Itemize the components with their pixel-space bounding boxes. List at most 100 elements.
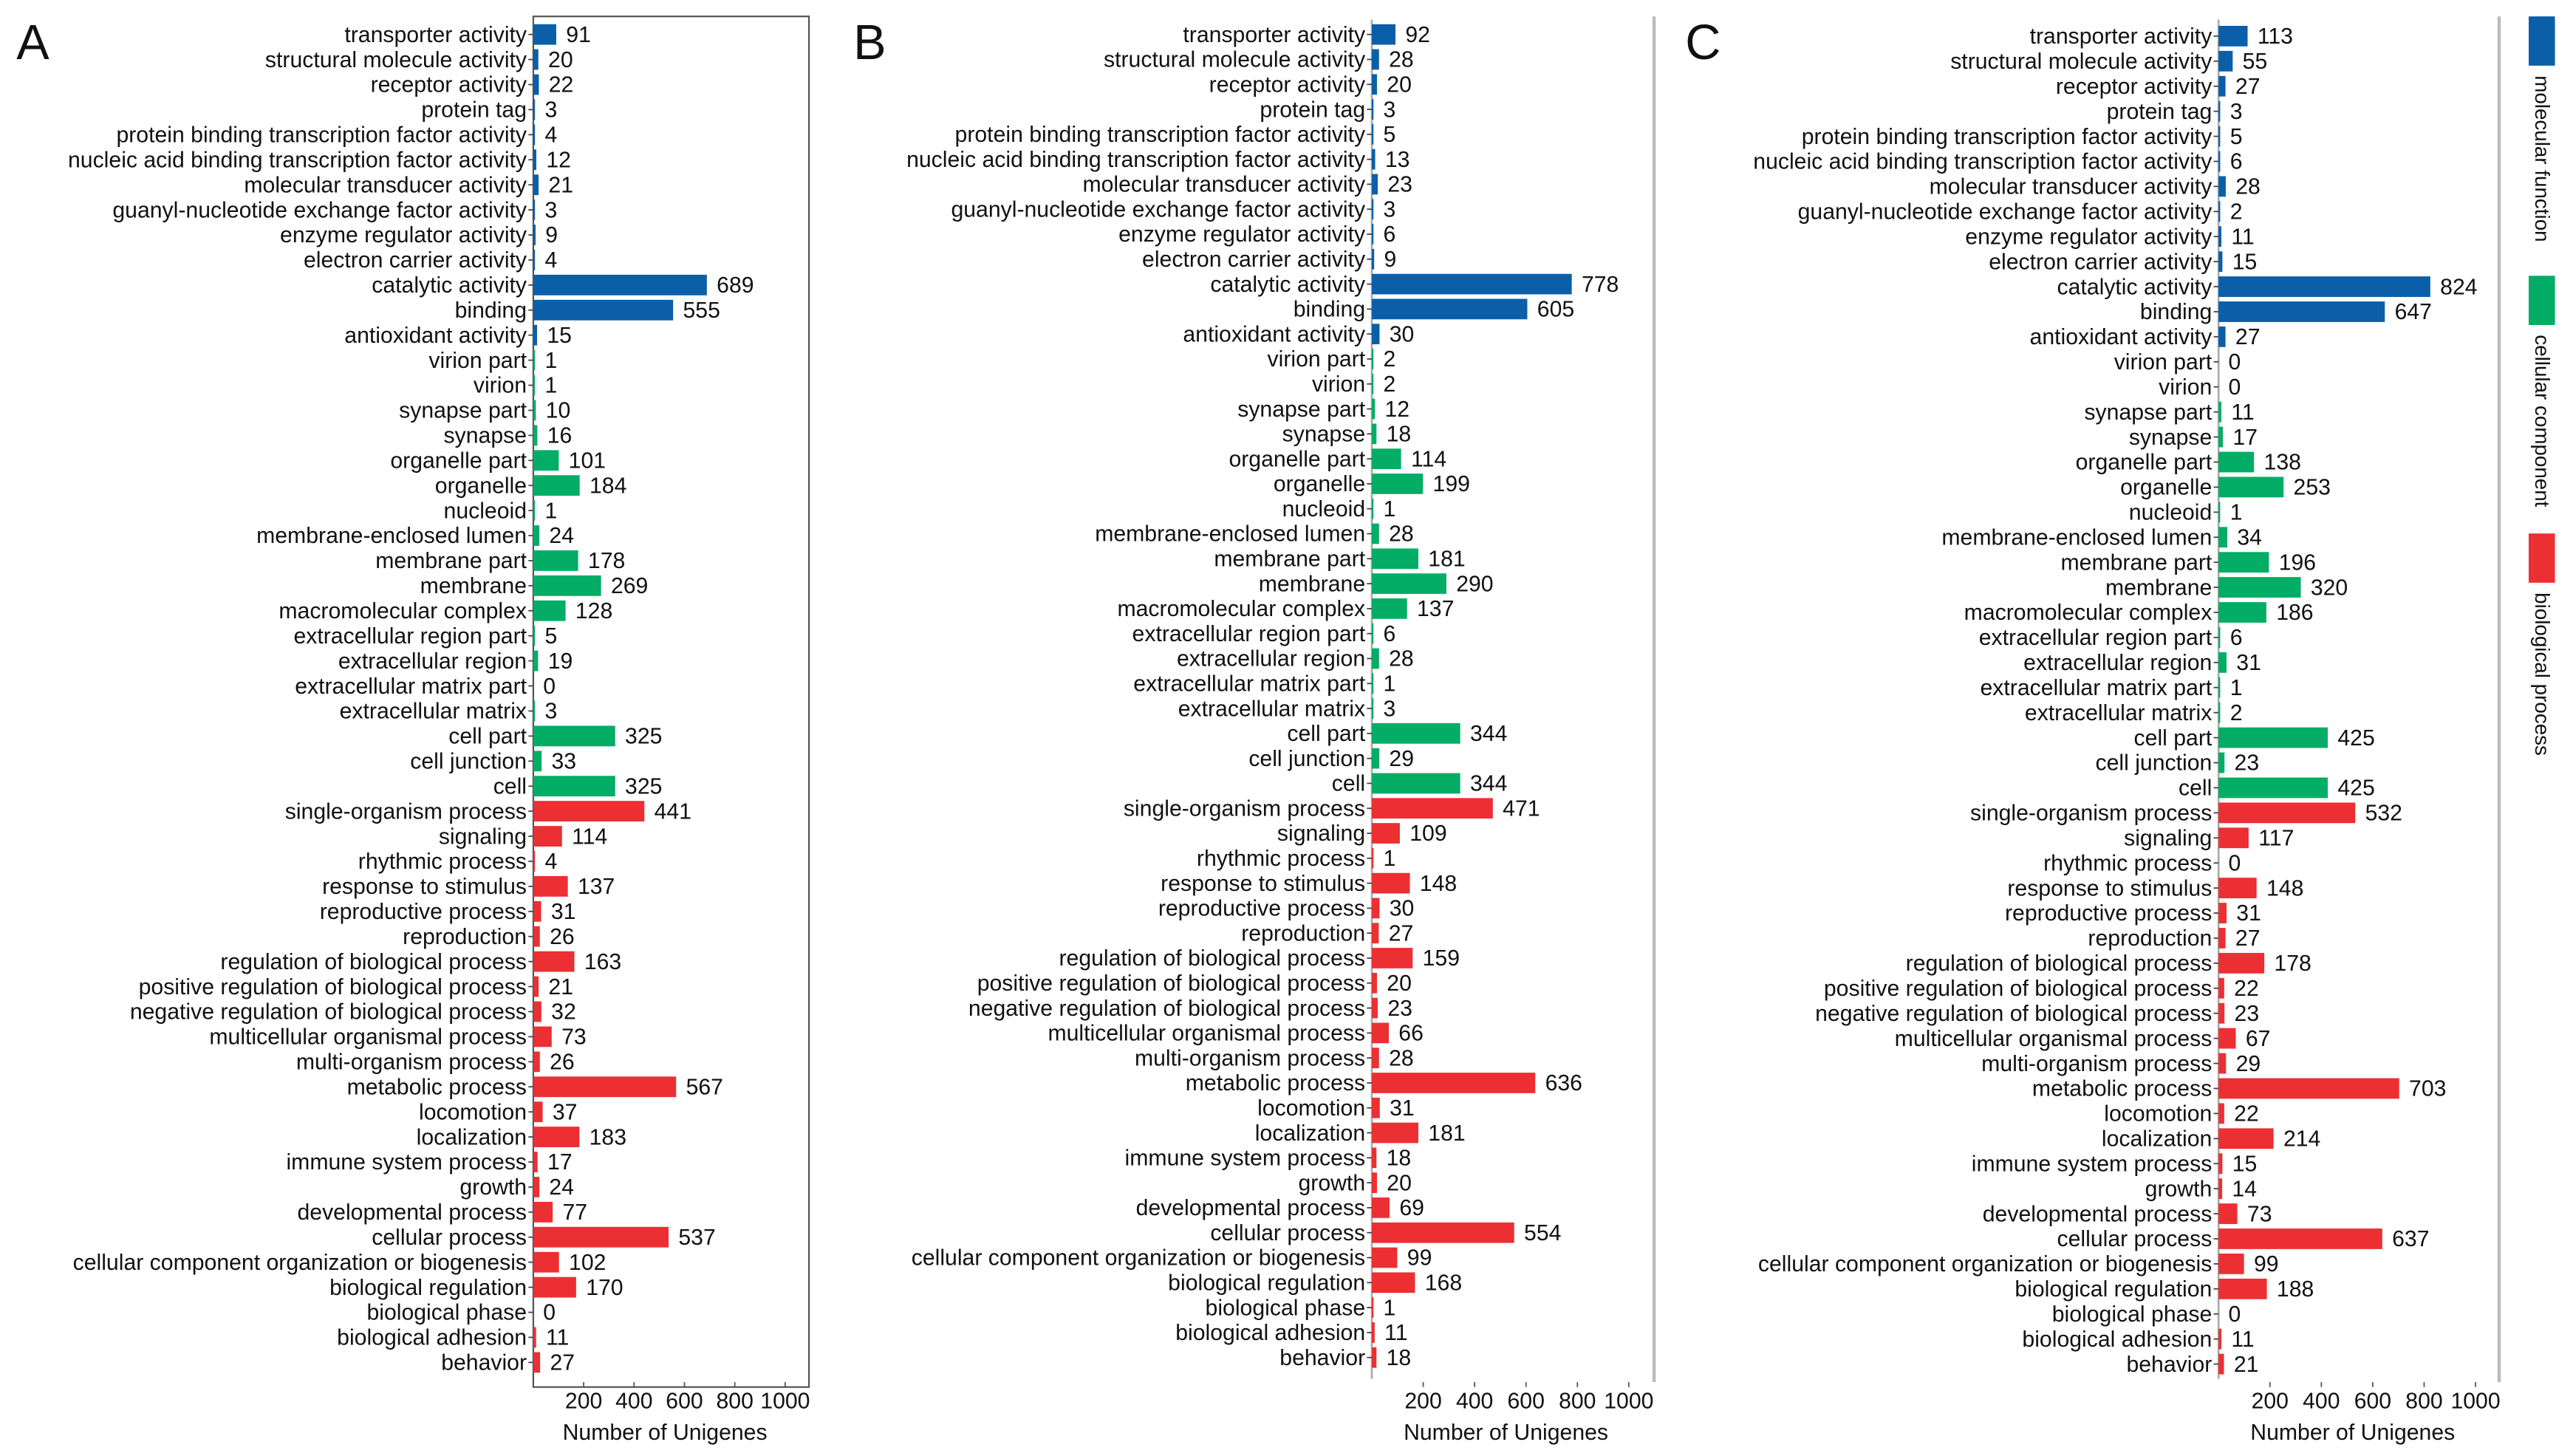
bar [533,801,645,822]
bar [533,600,566,621]
data-label: 31 [551,900,576,924]
bar [1372,723,1460,744]
data-label: 29 [1389,747,1414,771]
data-label: 27 [550,1351,575,1375]
data-label: 114 [1411,447,1446,471]
category-label: organelle [1274,472,1365,496]
data-label: 1 [1384,497,1396,522]
x-tick-label: 600 [2354,1390,2391,1414]
bar [533,425,538,446]
bar [533,700,536,722]
category-label: receptor activity [1209,72,1366,97]
data-label: 0 [2229,851,2241,875]
bar [533,826,562,847]
data-label: 567 [686,1075,723,1099]
data-label: 31 [2236,651,2261,675]
category-label: organelle part [390,448,527,473]
data-label: 30 [1390,897,1415,921]
category-label: protein tag [421,98,527,123]
bar [2218,226,2222,247]
data-label: 3 [1384,697,1396,721]
data-label: 184 [590,474,626,498]
bar [1372,1247,1398,1268]
category-label: nucleoid [1282,497,1365,522]
category-label: synapse [1282,423,1365,447]
category-label: cell junction [2096,751,2212,776]
data-label: 1 [1384,1296,1396,1320]
category-label: enzyme regulator activity [1118,222,1366,247]
x-tick-label: 1000 [2450,1390,2500,1414]
data-label: 66 [1398,1022,1424,1046]
category-label: extracellular region part [1132,622,1366,646]
bar [1372,49,1379,70]
category-label: extracellular matrix part [1133,671,1365,696]
data-label: 269 [611,574,648,598]
data-label: 55 [2243,49,2268,74]
bar [1372,523,1379,544]
bar [1372,1222,1514,1243]
category-label: cell part [448,725,527,749]
bar [2218,327,2226,347]
bar [2218,176,2226,197]
data-label: 10 [546,399,571,423]
bar [1372,1172,1377,1193]
bar [533,1201,553,1223]
data-label: 778 [1582,273,1619,297]
data-label: 28 [2235,175,2261,199]
data-label: 113 [2258,24,2293,49]
data-label: 188 [2277,1277,2314,1302]
category-label: enzyme regulator activity [280,223,527,247]
bar [533,149,537,171]
bar [1372,1147,1377,1169]
category-label: biological adhesion [337,1326,527,1350]
category-label: single-organism process [285,799,527,824]
category-label: binding [1294,298,1365,322]
bar [1372,623,1374,644]
bar [1372,573,1446,594]
category-label: protein tag [1260,98,1365,122]
category-label: membrane-enclosed lumen [1941,525,2212,550]
bar [2218,952,2265,974]
bar [533,24,556,45]
data-label: 6 [1384,222,1396,247]
category-label: negative regulation of biological proces… [130,1000,527,1025]
data-label: 11 [2231,225,2254,249]
category-label: structural molecule activity [265,48,527,72]
data-label: 214 [2283,1127,2320,1152]
data-label: 689 [717,273,754,298]
panel-letter: C [1685,16,1721,70]
data-label: 637 [2392,1227,2429,1251]
category-label: organelle part [1229,447,1365,471]
bar [533,450,559,471]
category-label: locomotion [1257,1096,1365,1121]
category-label: electron carrier activity [1989,250,2212,274]
bar [1372,872,1410,894]
bar [1372,1322,1375,1343]
data-label: 23 [2235,1002,2260,1026]
data-label: 1 [544,499,557,523]
legend-item: molecular function [2529,16,2555,242]
category-label: multicellular organismal process [209,1025,527,1050]
bar [2218,401,2222,423]
legend: molecular function cellular component biol… [2529,16,2555,756]
panel-letter: B [853,16,886,70]
data-label: 28 [1389,48,1414,72]
category-label: behavior [1279,1346,1365,1370]
bar [2218,602,2266,623]
data-label: 26 [550,1050,575,1075]
bar [533,625,536,646]
category-label: binding [455,298,527,323]
bar [1372,698,1374,719]
bar [1372,773,1460,794]
x-axis-title: Number of Unigenes [1404,1421,1608,1445]
data-label: 555 [683,298,720,323]
data-label: 27 [2235,325,2261,349]
category-label: single-organism process [1124,796,1365,821]
category-label: growth [2145,1177,2212,1201]
data-label: 11 [2231,1327,2254,1352]
data-label: 27 [2235,926,2261,951]
bar [2218,1203,2238,1224]
data-label: 532 [2365,802,2402,826]
data-label: 77 [563,1200,588,1225]
bar [1372,1073,1536,1093]
